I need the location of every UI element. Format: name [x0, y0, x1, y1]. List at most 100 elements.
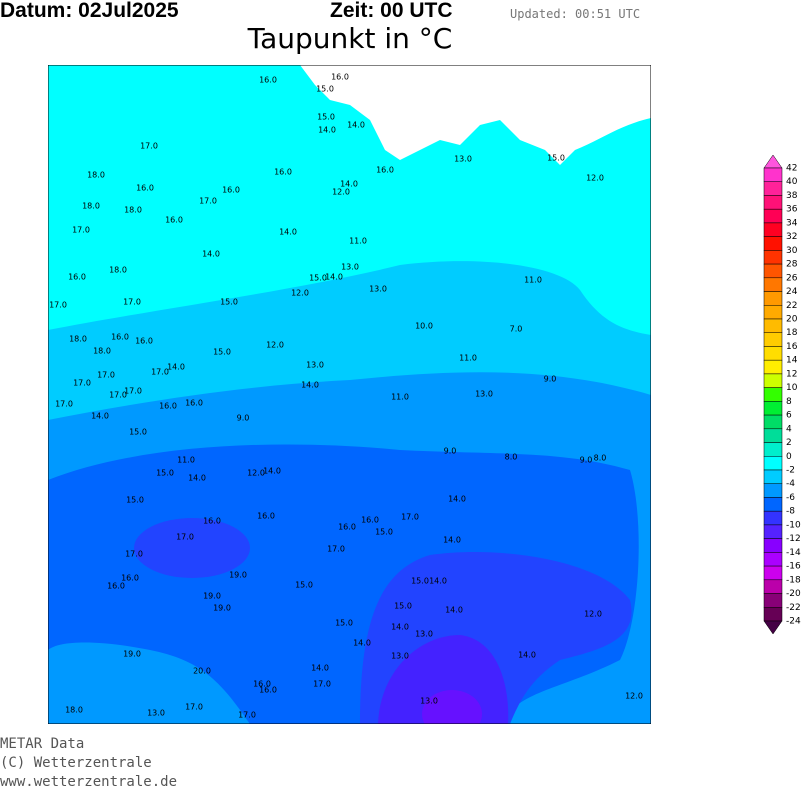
colorbar-segment — [763, 263, 783, 279]
station-value: 14.0 — [325, 273, 343, 282]
station-value: 11.0 — [177, 456, 195, 465]
colorbar-segment — [763, 510, 783, 526]
station-value: 13.0 — [415, 630, 433, 639]
station-value: 17.0 — [123, 298, 141, 307]
station-value: 17.0 — [97, 371, 115, 380]
station-value: 18.0 — [65, 706, 83, 715]
station-value: 14.0 — [391, 623, 409, 632]
station-value: 17.0 — [109, 391, 127, 400]
station-value: 14.0 — [445, 606, 463, 615]
station-value: 17.0 — [73, 379, 91, 388]
colorbar-label: -14 — [786, 548, 801, 558]
colorbar-segment — [763, 305, 783, 320]
station-value: 17.0 — [327, 545, 345, 554]
colorbar-label: 30 — [786, 246, 798, 256]
colorbar-label: 20 — [786, 315, 798, 325]
map — [48, 65, 651, 724]
station-value: 10.0 — [415, 322, 433, 331]
colorbar-segment — [763, 483, 783, 498]
colorbar-segment — [763, 414, 783, 430]
station-value: 19.0 — [203, 592, 221, 601]
station-value: 15.0 — [156, 469, 174, 478]
station-value: 16.0 — [331, 73, 349, 82]
station-value: 16.0 — [111, 333, 129, 342]
colorbar-label: 40 — [786, 177, 798, 187]
station-value: 15.0 — [317, 113, 335, 122]
station-value: 16.0 — [259, 76, 277, 85]
station-value: 18.0 — [69, 335, 87, 344]
colorbar-segment — [763, 208, 783, 224]
station-value: 16.0 — [259, 686, 277, 695]
colorbar-segment — [763, 250, 783, 265]
station-value: 14.0 — [91, 412, 109, 421]
colorbar-label: -20 — [786, 589, 801, 599]
station-value: 16.0 — [257, 512, 275, 521]
colorbar-label: 26 — [786, 273, 798, 283]
colorbar-label: 14 — [786, 356, 798, 366]
colorbar-label: 12 — [786, 369, 797, 379]
station-value: 8.0 — [505, 453, 518, 462]
station-value: 14.0 — [279, 228, 297, 237]
station-value: 12.0 — [584, 610, 602, 619]
station-value: 15.0 — [126, 496, 144, 505]
station-value: 16.0 — [68, 273, 86, 282]
colorbar-label: 24 — [786, 287, 798, 297]
station-value: 16.0 — [222, 186, 240, 195]
station-value: 18.0 — [109, 266, 127, 275]
station-value: 13.0 — [475, 390, 493, 399]
stations: 16.0 16.0 15.0 15.0 14.0 14.0 17.0 13.0 15.0 18.0… — [49, 73, 643, 720]
station-value: 13.0 — [306, 361, 324, 370]
footer-line: www.wetterzentrale.de — [0, 774, 177, 787]
colorbar-segment — [763, 346, 783, 361]
colorbar-label: 36 — [786, 205, 798, 215]
colorbar-label: -6 — [786, 493, 795, 503]
station-value: 12.0 — [247, 469, 265, 478]
colorbar-segment — [763, 442, 783, 457]
station-value: 11.0 — [459, 354, 477, 363]
colorbar-segment — [763, 373, 783, 388]
colorbar-label: -12 — [786, 534, 801, 544]
station-value: 17.0 — [55, 400, 73, 409]
updated: Updated: 00:51 UTC — [510, 7, 640, 21]
station-value: 12.0 — [625, 692, 643, 701]
station-value: 16.0 — [136, 184, 154, 193]
station-value: 15.0 — [335, 619, 353, 628]
colorbar-segment — [763, 456, 783, 471]
colorbar-segment — [763, 401, 783, 416]
station-value: 15.0 — [295, 581, 313, 590]
colorbar-label: 22 — [786, 301, 797, 311]
station-value: 13.0 — [369, 285, 387, 294]
station-value: 11.0 — [349, 237, 367, 246]
station-value: 17.0 — [313, 680, 331, 689]
colorbar-label: 16 — [786, 342, 798, 352]
station-value: 17.0 — [185, 703, 203, 712]
colorbar-segment — [763, 318, 783, 333]
station-value: 16.0 — [135, 337, 153, 346]
station-value: 19.0 — [213, 604, 231, 613]
station-value: 17.0 — [49, 301, 67, 310]
station-value: 16.0 — [203, 517, 221, 526]
colorbar-segment — [763, 222, 783, 237]
station-value: 16.0 — [107, 582, 125, 591]
colorbar-segment — [763, 538, 783, 553]
station-value: 16.0 — [338, 523, 356, 532]
station-value: 16.0 — [159, 402, 177, 411]
station-value: 13.0 — [341, 263, 359, 272]
colorbar-segment — [763, 195, 783, 210]
time: Zeit: 00 UTC — [330, 0, 453, 22]
station-value: 15.0 — [547, 154, 565, 163]
field — [422, 690, 482, 724]
station-value: 15.0 — [220, 298, 238, 307]
station-value: 13.0 — [391, 652, 409, 661]
station-value: 8.0 — [594, 454, 607, 463]
colorbar-label: 34 — [786, 218, 798, 228]
station-value: 17.0 — [124, 387, 142, 396]
station-value: 14.0 — [429, 577, 447, 586]
station-value: 15.0 — [213, 348, 231, 357]
station-value: 17.0 — [401, 513, 419, 522]
station-value: 13.0 — [147, 709, 165, 718]
colorbar-label: 42 — [786, 164, 797, 174]
colorbar-label: 38 — [786, 191, 798, 201]
colorbar-label: -2 — [786, 466, 795, 476]
station-value: 15.0 — [375, 528, 393, 537]
